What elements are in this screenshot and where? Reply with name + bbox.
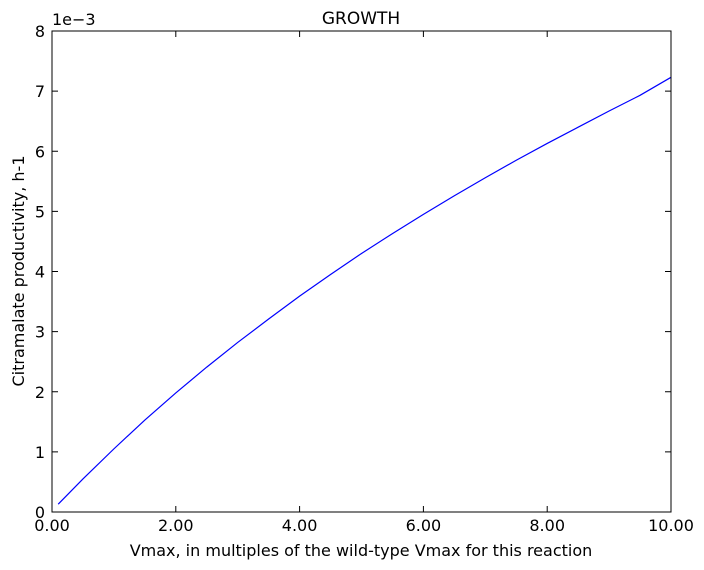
plot-area xyxy=(52,31,671,512)
y-tick-label: 3 xyxy=(35,323,45,342)
x-tick-label: 4.00 xyxy=(282,516,318,535)
x-tick-label: 2.00 xyxy=(158,516,194,535)
y-scale-label: 1e−3 xyxy=(52,10,96,29)
y-tick-label: 7 xyxy=(35,82,45,101)
y-tick-label: 1 xyxy=(35,443,45,462)
x-tick-label: 0.00 xyxy=(34,516,70,535)
y-tick-label: 0 xyxy=(35,503,45,522)
chart-title: GROWTH xyxy=(322,9,400,29)
x-tick-label: 8.00 xyxy=(529,516,565,535)
y-tick-label: 2 xyxy=(35,383,45,402)
y-tick-label: 5 xyxy=(35,202,45,221)
plot-frame xyxy=(51,30,672,513)
y-tick-label: 4 xyxy=(35,263,45,282)
y-tick-label: 6 xyxy=(35,142,45,161)
y-tick-label: 8 xyxy=(35,22,45,41)
x-tick-label: 10.00 xyxy=(648,516,694,535)
x-tick-label: 6.00 xyxy=(406,516,442,535)
series-line xyxy=(57,76,672,505)
y-axis-title: Citramalate productivity, h-1 xyxy=(9,155,28,386)
x-axis-title: Vmax, in multiples of the wild-type Vmax… xyxy=(130,541,593,560)
